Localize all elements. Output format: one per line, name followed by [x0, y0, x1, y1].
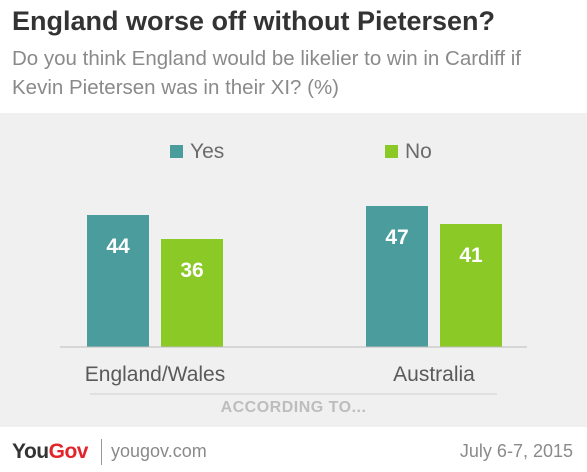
bar-yes-1: [87, 215, 149, 347]
bar-no-2: [440, 224, 502, 347]
source-label: ACCORDING TO...: [220, 399, 367, 416]
bar-yes-2: [366, 206, 428, 347]
chart-subtitle: Do you think England would be likelier t…: [12, 47, 521, 99]
site-url: yougov.com: [111, 441, 207, 461]
bar-no-1: [161, 239, 223, 347]
survey-date: July 6-7, 2015: [459, 441, 573, 461]
yougov-logo: YouGov: [12, 440, 88, 464]
data-label-no-2: 41: [459, 244, 483, 267]
legend-swatch-yes: [170, 145, 183, 158]
legend-swatch-no: [385, 145, 398, 158]
chart-header: England worse off without Pietersen? Do …: [0, 0, 587, 113]
data-label-no-1: 36: [180, 259, 203, 282]
chart-bars: 44 36 47 41: [87, 206, 502, 347]
chart-title: England worse off without Pietersen?: [12, 6, 496, 36]
legend-label-yes: Yes: [190, 140, 224, 163]
data-label-yes-1: 44: [106, 235, 130, 258]
category-label-2: Australia: [393, 363, 475, 386]
chart-legend: Yes No: [170, 140, 432, 163]
logo-gov: Gov: [48, 440, 89, 463]
category-labels: England/Wales Australia: [85, 363, 475, 386]
bar-chart: Yes No 44 36 47 41 England/Wales Australia: [60, 140, 527, 395]
data-label-yes-2: 47: [385, 226, 408, 249]
logo-you: You: [12, 440, 49, 463]
footer-separator: [101, 439, 102, 465]
category-label-1: England/Wales: [85, 363, 225, 386]
footer: YouGov yougov.com July 6-7, 2015: [0, 427, 587, 472]
chart-panel: Yes No 44 36 47 41 England/Wales Australia: [0, 113, 587, 427]
legend-label-no: No: [405, 140, 432, 163]
